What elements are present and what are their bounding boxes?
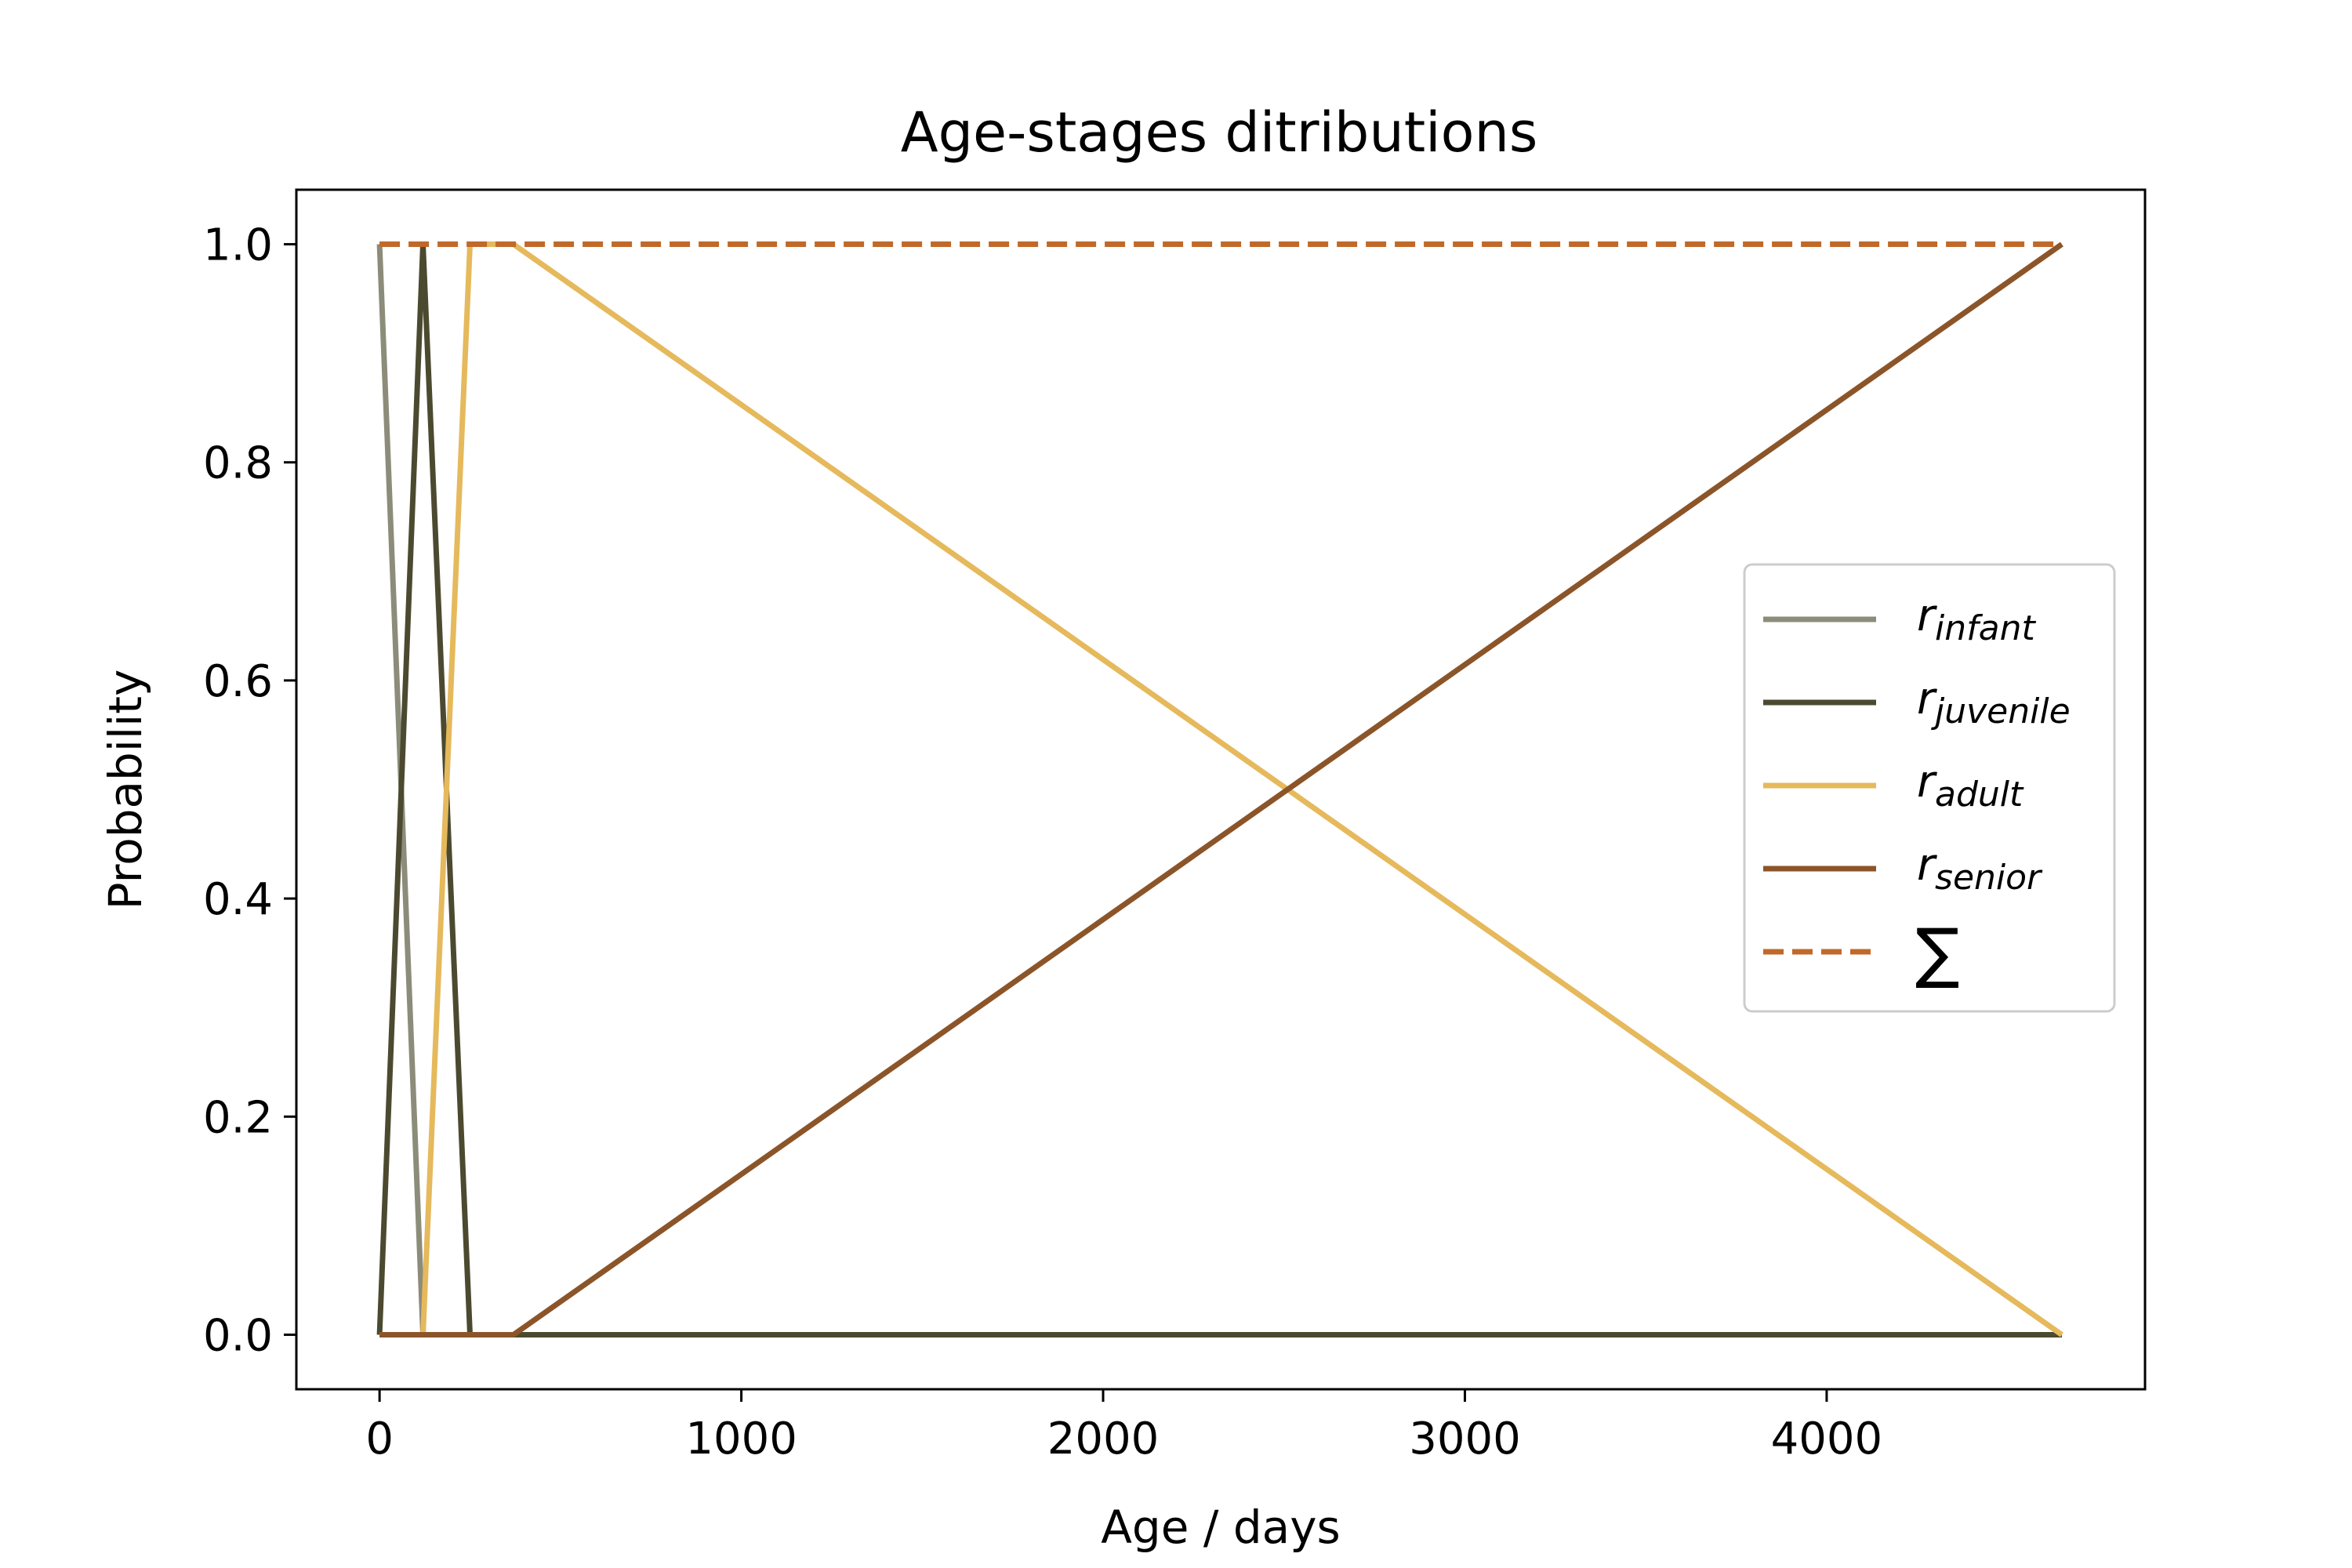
- x-tick-label: 4000: [1771, 1414, 1883, 1465]
- legend-label-2: radult: [1917, 757, 2024, 815]
- x-tick-label: 3000: [1409, 1414, 1521, 1465]
- legend-label-3: rsenior: [1917, 840, 2043, 898]
- y-tick-label: 1.0: [203, 220, 273, 271]
- y-axis-label: Probability: [99, 670, 152, 910]
- legend-label-0: rinfant: [1917, 590, 2036, 648]
- plot-area: [376, 241, 2063, 1338]
- legend-label-4: ∑: [1915, 914, 1960, 991]
- x-tick-label: 1000: [685, 1414, 797, 1465]
- y-axis: 0.0 0.2 0.4 0.6 0.8 1.0: [203, 220, 296, 1361]
- series-line-3: [379, 241, 2063, 1338]
- legend: rinfant rjuvenile radult rsenior ∑: [1743, 563, 2116, 1013]
- y-tick-label: 0.4: [203, 874, 273, 925]
- y-tick-label: 0.0: [203, 1310, 273, 1361]
- legend-box: [1743, 563, 2116, 1013]
- y-tick-label: 0.6: [203, 656, 273, 707]
- legend-label-1: rjuvenile: [1917, 673, 2071, 731]
- x-axis-label: Age / days: [1101, 1501, 1341, 1554]
- x-tick-label: 0: [365, 1414, 394, 1465]
- x-tick-label: 2000: [1047, 1414, 1160, 1465]
- y-tick-label: 0.8: [203, 438, 273, 489]
- chart-title: Age-stages ditributions: [901, 100, 1538, 165]
- x-axis: 0 1000 2000 3000 4000: [365, 1389, 1882, 1465]
- plot-frame: [295, 188, 2147, 1391]
- y-tick-label: 0.2: [203, 1092, 273, 1143]
